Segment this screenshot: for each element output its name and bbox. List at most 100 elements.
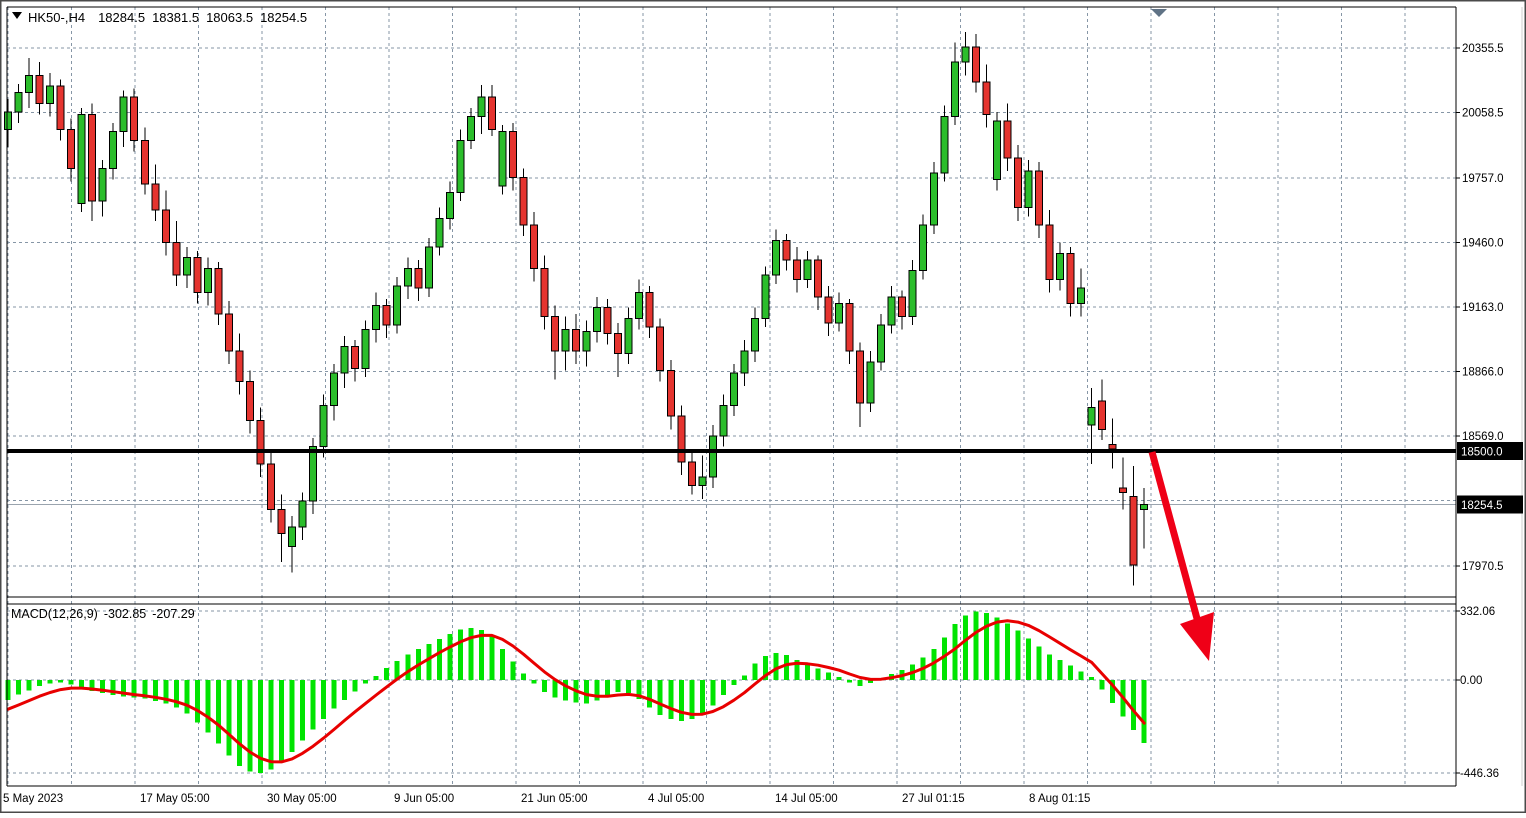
candle-body bbox=[582, 331, 591, 352]
indicator-signal-value: -207.29 bbox=[152, 607, 194, 621]
macd-bar bbox=[1078, 671, 1084, 680]
indicator-label: MACD(12,26,9) -302.85 -207.29 bbox=[11, 607, 195, 621]
indicator-tick-label: -446.36 bbox=[1460, 768, 1499, 780]
macd-bar bbox=[983, 612, 989, 680]
candle-body bbox=[414, 268, 423, 289]
macd-bar bbox=[37, 680, 43, 687]
candle-body bbox=[919, 224, 928, 272]
price-axis[interactable]: 20355.5 20058.5 19757.0 19460.0 19163.0 18866… bbox=[1456, 43, 1523, 573]
candle-body bbox=[351, 346, 360, 369]
symbol-dropdown-icon[interactable] bbox=[12, 12, 22, 19]
macd-bar bbox=[194, 680, 200, 723]
candle-body bbox=[393, 285, 402, 326]
macd-bar bbox=[836, 676, 842, 680]
macd-bar bbox=[68, 680, 74, 685]
macd-bar bbox=[1131, 680, 1137, 730]
macd-bar bbox=[352, 680, 358, 692]
macd-bar bbox=[563, 680, 569, 701]
macd-bar bbox=[142, 680, 148, 699]
macd-bar bbox=[152, 680, 158, 701]
macd-bar bbox=[952, 624, 958, 680]
macd-bar bbox=[247, 680, 253, 772]
candle-body bbox=[1066, 252, 1075, 304]
candle-body bbox=[193, 257, 202, 293]
candle-body bbox=[372, 304, 381, 330]
candle-body bbox=[866, 361, 875, 404]
time-tick-label: 17 May 05:00 bbox=[140, 793, 210, 805]
candle-body bbox=[687, 461, 696, 487]
macd-bar bbox=[868, 680, 874, 684]
candle-body bbox=[1129, 496, 1138, 566]
macd-bar bbox=[941, 637, 947, 680]
candle-body bbox=[403, 268, 412, 287]
trend-arrow-object[interactable] bbox=[1148, 451, 1214, 661]
macd-bar bbox=[615, 680, 621, 693]
macd-bar bbox=[47, 680, 53, 684]
candle-body bbox=[803, 259, 812, 280]
price-tick-label: 18569.0 bbox=[1462, 431, 1504, 443]
macd-bar bbox=[678, 680, 684, 722]
macd-bar bbox=[973, 611, 979, 680]
candle-body bbox=[771, 239, 780, 276]
candle-body bbox=[445, 192, 454, 220]
macd-bar bbox=[468, 627, 474, 680]
macd-bar bbox=[826, 672, 832, 680]
macd-bar bbox=[131, 680, 137, 698]
price-tick-label: 20355.5 bbox=[1462, 43, 1504, 55]
macd-bar bbox=[447, 633, 453, 680]
candle-body bbox=[487, 96, 496, 131]
macd-bar bbox=[436, 638, 442, 680]
macd-bar bbox=[542, 680, 548, 693]
candle-body bbox=[67, 129, 76, 170]
macd-bar bbox=[510, 661, 516, 680]
macd-bar bbox=[783, 655, 789, 680]
macd-bar bbox=[100, 680, 106, 693]
macd-bar bbox=[1057, 660, 1063, 680]
time-tick-label: 30 May 05:00 bbox=[267, 793, 337, 805]
macd-histogram bbox=[5, 611, 1147, 773]
time-axis[interactable]: 5 May 2023 17 May 05:00 30 May 05:00 9 Jun … bbox=[3, 793, 1090, 805]
candle-body bbox=[645, 291, 654, 328]
chart-title-close: 18254.5 bbox=[260, 10, 307, 25]
macd-bar bbox=[552, 680, 558, 698]
macd-bar bbox=[342, 680, 348, 700]
candle-body bbox=[1098, 400, 1107, 430]
candle-body bbox=[835, 302, 844, 324]
candle-body bbox=[982, 81, 991, 115]
time-tick-label: 27 Jul 01:15 bbox=[902, 793, 965, 805]
candle-body bbox=[929, 172, 938, 226]
macd-bar bbox=[236, 680, 242, 766]
candle-body bbox=[382, 304, 391, 326]
macd-bar bbox=[773, 652, 779, 680]
macd-bar bbox=[363, 680, 369, 684]
candle-body bbox=[330, 372, 339, 406]
indicator-axis[interactable]: 332.06 0.00 -446.36 bbox=[1456, 606, 1499, 780]
price-tick-label: 17970.5 bbox=[1462, 561, 1504, 573]
macd-bar bbox=[520, 673, 526, 680]
macd-bar bbox=[752, 663, 758, 680]
candle-body bbox=[950, 61, 959, 118]
candle-body bbox=[530, 224, 538, 270]
candle-body bbox=[750, 318, 759, 352]
candle-body bbox=[519, 176, 528, 226]
macd-bar bbox=[478, 630, 484, 680]
candle-body bbox=[793, 259, 801, 280]
macd-bar bbox=[110, 680, 116, 695]
candle-body bbox=[25, 74, 34, 94]
candle-body bbox=[666, 370, 675, 417]
macd-bar bbox=[647, 680, 653, 708]
macd-bar bbox=[731, 680, 737, 686]
time-tick-label: 5 May 2023 bbox=[3, 793, 63, 805]
shift-marker-icon[interactable] bbox=[1151, 9, 1167, 17]
macd-bar bbox=[720, 680, 726, 695]
price-label-box-text: 18254.5 bbox=[1461, 500, 1503, 512]
macd-bar bbox=[1046, 654, 1052, 680]
candle-body bbox=[424, 246, 433, 289]
candle-body bbox=[940, 116, 949, 174]
candle-body bbox=[1056, 252, 1064, 280]
macd-bar bbox=[657, 680, 663, 715]
candle-body bbox=[845, 302, 854, 352]
candle-body bbox=[614, 333, 623, 354]
macd-bar bbox=[89, 680, 95, 691]
